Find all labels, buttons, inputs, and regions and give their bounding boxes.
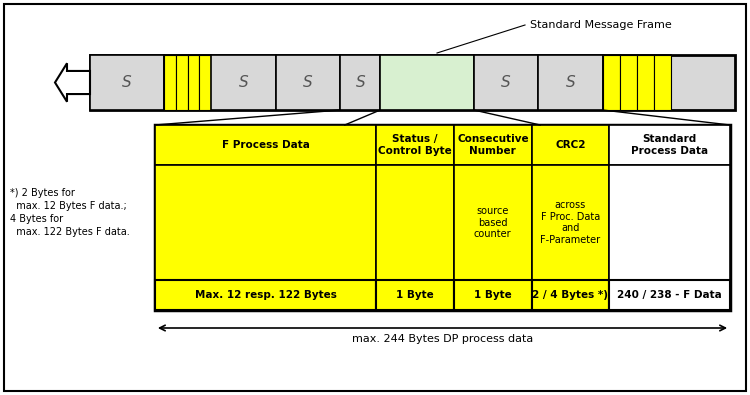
Text: source
based
counter: source based counter: [474, 206, 512, 239]
Bar: [603, 55, 619, 110]
Text: Standard
Process Data: Standard Process Data: [631, 134, 708, 156]
Bar: [532, 280, 609, 310]
Bar: [609, 125, 730, 165]
Bar: [532, 165, 609, 280]
Bar: [90, 55, 164, 110]
Bar: [276, 55, 340, 110]
Bar: [454, 125, 532, 165]
Text: Standard Message Frame: Standard Message Frame: [530, 20, 672, 30]
Bar: [164, 55, 211, 110]
Text: S: S: [501, 75, 511, 90]
Text: S: S: [303, 75, 313, 90]
Bar: [155, 165, 376, 280]
Bar: [532, 125, 609, 165]
Bar: [538, 55, 603, 110]
Bar: [155, 125, 376, 165]
Text: across
F Proc. Data
and
F-Parameter: across F Proc. Data and F-Parameter: [540, 200, 601, 245]
Text: S: S: [238, 75, 248, 90]
Bar: [164, 55, 176, 110]
Bar: [609, 280, 730, 310]
Text: 240 / 238 - F Data: 240 / 238 - F Data: [617, 290, 722, 300]
Bar: [155, 125, 730, 310]
Bar: [90, 55, 735, 110]
Bar: [155, 280, 376, 310]
Text: 1 Byte: 1 Byte: [474, 290, 512, 300]
Bar: [620, 55, 637, 110]
Text: max. 244 Bytes DP process data: max. 244 Bytes DP process data: [352, 334, 533, 344]
Bar: [603, 55, 670, 110]
Bar: [200, 55, 211, 110]
Bar: [380, 55, 474, 110]
Bar: [454, 165, 532, 280]
Text: Status /
Control Byte: Status / Control Byte: [378, 134, 452, 156]
Bar: [376, 165, 454, 280]
Bar: [653, 55, 670, 110]
Text: S: S: [122, 75, 132, 90]
Text: 2 / 4 Bytes *): 2 / 4 Bytes *): [532, 290, 608, 300]
Text: CRC2: CRC2: [555, 140, 586, 150]
Bar: [176, 55, 188, 110]
Text: Consecutive
Number: Consecutive Number: [457, 134, 529, 156]
Bar: [340, 55, 380, 110]
Text: Max. 12 resp. 122 Bytes: Max. 12 resp. 122 Bytes: [195, 290, 337, 300]
Bar: [376, 125, 454, 165]
Text: F Process Data: F Process Data: [222, 140, 310, 150]
Polygon shape: [55, 63, 90, 102]
Text: *) 2 Bytes for
  max. 12 Bytes F data.;
4 Bytes for
  max. 122 Bytes F data.: *) 2 Bytes for max. 12 Bytes F data.; 4 …: [10, 188, 130, 237]
Bar: [474, 55, 538, 110]
Text: S: S: [566, 75, 575, 90]
Text: S: S: [356, 75, 365, 90]
Text: 1 Byte: 1 Byte: [396, 290, 434, 300]
Bar: [376, 280, 454, 310]
Bar: [188, 55, 200, 110]
Bar: [609, 165, 730, 280]
Bar: [454, 280, 532, 310]
Bar: [637, 55, 653, 110]
Bar: [211, 55, 276, 110]
